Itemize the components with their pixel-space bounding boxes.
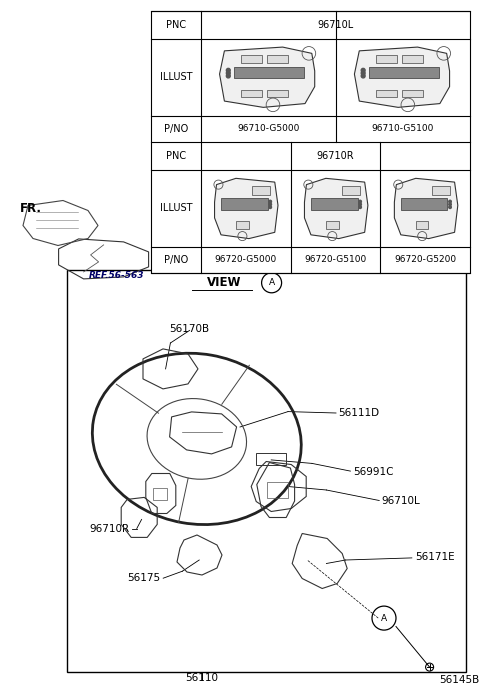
Polygon shape <box>304 178 368 239</box>
Bar <box>376 90 397 97</box>
Bar <box>153 487 167 500</box>
Text: P/NO: P/NO <box>164 124 188 134</box>
Text: 56170B: 56170B <box>169 324 210 334</box>
Bar <box>432 186 450 195</box>
Circle shape <box>359 200 361 203</box>
Bar <box>267 482 288 498</box>
Text: 56175: 56175 <box>128 573 161 583</box>
Text: PNC: PNC <box>166 151 186 161</box>
Text: FR.: FR. <box>20 202 42 215</box>
Polygon shape <box>395 178 458 239</box>
Text: 56145B: 56145B <box>439 676 480 685</box>
Circle shape <box>269 200 272 203</box>
Text: P/NO: P/NO <box>164 255 188 265</box>
Bar <box>67 270 466 672</box>
Circle shape <box>449 200 451 203</box>
Bar <box>236 221 249 229</box>
Bar <box>241 90 262 97</box>
Text: 56171E: 56171E <box>415 552 455 562</box>
Bar <box>326 221 338 229</box>
Bar <box>369 67 439 78</box>
Text: VIEW: VIEW <box>207 276 241 289</box>
Text: 96720-G5200: 96720-G5200 <box>395 256 456 265</box>
Circle shape <box>227 69 230 72</box>
Text: PNC: PNC <box>166 20 186 29</box>
Bar <box>416 221 429 229</box>
Text: A: A <box>268 279 275 287</box>
Circle shape <box>361 74 365 78</box>
Text: 96720-G5000: 96720-G5000 <box>215 256 277 265</box>
Text: 96720-G5100: 96720-G5100 <box>304 256 367 265</box>
Circle shape <box>269 203 272 206</box>
Text: REF.56-563: REF.56-563 <box>89 272 144 280</box>
Bar <box>221 198 268 210</box>
Text: 56111D: 56111D <box>338 408 380 418</box>
Text: 96710-G5100: 96710-G5100 <box>372 124 434 133</box>
Text: 56991C: 56991C <box>353 467 393 477</box>
Polygon shape <box>354 47 450 107</box>
Text: 56110: 56110 <box>185 673 218 683</box>
Bar <box>267 90 288 97</box>
Bar <box>234 67 304 78</box>
Bar <box>267 55 288 64</box>
Text: 96710R: 96710R <box>317 151 354 161</box>
Polygon shape <box>219 47 315 107</box>
Bar <box>342 186 360 195</box>
Bar <box>401 198 447 210</box>
Bar <box>256 453 287 465</box>
Circle shape <box>269 206 272 209</box>
Circle shape <box>449 206 451 209</box>
Text: A: A <box>381 614 387 622</box>
Text: 96710L: 96710L <box>382 496 420 506</box>
Circle shape <box>227 71 230 75</box>
Bar <box>376 55 397 64</box>
Circle shape <box>361 71 365 75</box>
Bar <box>252 186 270 195</box>
Polygon shape <box>215 178 278 239</box>
Circle shape <box>361 69 365 72</box>
Text: ILLUST: ILLUST <box>160 72 192 82</box>
Bar <box>402 90 423 97</box>
Bar <box>151 10 470 273</box>
Bar <box>402 55 423 64</box>
Bar <box>311 198 358 210</box>
Circle shape <box>227 74 230 78</box>
Circle shape <box>359 203 361 206</box>
Circle shape <box>449 203 451 206</box>
Text: ILLUST: ILLUST <box>160 204 192 214</box>
Text: 96710R: 96710R <box>89 524 130 533</box>
Text: 96710-G5000: 96710-G5000 <box>237 124 300 133</box>
Bar <box>241 55 262 64</box>
Circle shape <box>359 206 361 209</box>
Text: 96710L: 96710L <box>317 20 354 29</box>
